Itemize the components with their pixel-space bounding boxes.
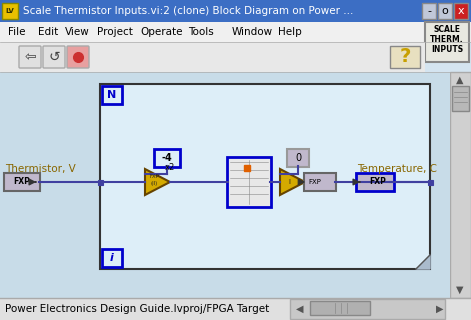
FancyBboxPatch shape <box>227 157 271 207</box>
Text: SCALE: SCALE <box>433 25 461 34</box>
FancyBboxPatch shape <box>154 149 180 167</box>
FancyBboxPatch shape <box>4 173 40 191</box>
Text: x: x <box>458 6 464 16</box>
Text: FXP: FXP <box>309 179 321 185</box>
Text: Window: Window <box>232 27 273 37</box>
Polygon shape <box>280 169 305 195</box>
FancyBboxPatch shape <box>0 72 450 298</box>
Text: LV: LV <box>6 8 15 14</box>
FancyBboxPatch shape <box>2 3 18 19</box>
Text: x2: x2 <box>165 163 175 172</box>
Text: i: i <box>110 253 114 263</box>
FancyBboxPatch shape <box>428 180 432 185</box>
FancyBboxPatch shape <box>0 0 471 22</box>
Text: FXP: FXP <box>370 178 386 187</box>
FancyBboxPatch shape <box>97 180 103 185</box>
FancyBboxPatch shape <box>304 173 336 191</box>
Text: ▲: ▲ <box>456 75 464 85</box>
Text: ?: ? <box>399 47 411 67</box>
Text: N: N <box>107 90 117 100</box>
Text: Thermistor, V: Thermistor, V <box>5 164 76 174</box>
FancyBboxPatch shape <box>19 46 41 68</box>
FancyBboxPatch shape <box>422 3 436 19</box>
FancyBboxPatch shape <box>102 86 122 104</box>
Text: Operate: Operate <box>140 27 182 37</box>
Text: FXP: FXP <box>149 174 159 180</box>
FancyBboxPatch shape <box>450 72 471 298</box>
Text: Project: Project <box>97 27 133 37</box>
FancyBboxPatch shape <box>0 42 425 72</box>
FancyBboxPatch shape <box>287 149 309 167</box>
Text: -: - <box>427 6 431 16</box>
Text: View: View <box>65 27 90 37</box>
FancyBboxPatch shape <box>67 46 89 68</box>
Text: File: File <box>8 27 25 37</box>
Text: Tools: Tools <box>188 27 214 37</box>
FancyBboxPatch shape <box>0 298 471 320</box>
Text: ◀: ◀ <box>296 304 304 314</box>
Text: ▼: ▼ <box>456 285 464 295</box>
Text: Help: Help <box>278 27 302 37</box>
FancyBboxPatch shape <box>43 46 65 68</box>
FancyBboxPatch shape <box>438 3 452 19</box>
FancyBboxPatch shape <box>454 3 468 19</box>
Text: ⇦: ⇦ <box>24 50 36 64</box>
Text: o: o <box>442 6 448 16</box>
Text: Scale Thermistor Inputs.vi:2 (clone) Block Diagram on Power ...: Scale Thermistor Inputs.vi:2 (clone) Blo… <box>23 6 353 16</box>
FancyBboxPatch shape <box>100 84 430 269</box>
FancyBboxPatch shape <box>0 22 471 42</box>
Text: -4: -4 <box>162 153 172 163</box>
Text: Temperature, C: Temperature, C <box>357 164 437 174</box>
Text: ↺: ↺ <box>48 50 60 64</box>
Text: FXP: FXP <box>14 178 31 187</box>
Text: INPUTS: INPUTS <box>431 44 463 53</box>
FancyBboxPatch shape <box>356 173 394 191</box>
Text: I: I <box>288 179 290 185</box>
Text: Edit: Edit <box>38 27 58 37</box>
FancyBboxPatch shape <box>310 301 370 315</box>
FancyBboxPatch shape <box>390 46 420 68</box>
Text: (II): (II) <box>150 181 158 187</box>
Text: THERM.: THERM. <box>430 35 464 44</box>
FancyBboxPatch shape <box>102 249 122 267</box>
Polygon shape <box>145 169 170 195</box>
Text: 0: 0 <box>295 153 301 163</box>
Polygon shape <box>416 255 430 269</box>
FancyBboxPatch shape <box>425 22 469 62</box>
Text: ▶: ▶ <box>436 304 444 314</box>
Text: Power Electronics Design Guide.lvproj/FPGA Target: Power Electronics Design Guide.lvproj/FP… <box>5 304 269 314</box>
FancyBboxPatch shape <box>452 86 469 111</box>
FancyBboxPatch shape <box>290 299 445 319</box>
